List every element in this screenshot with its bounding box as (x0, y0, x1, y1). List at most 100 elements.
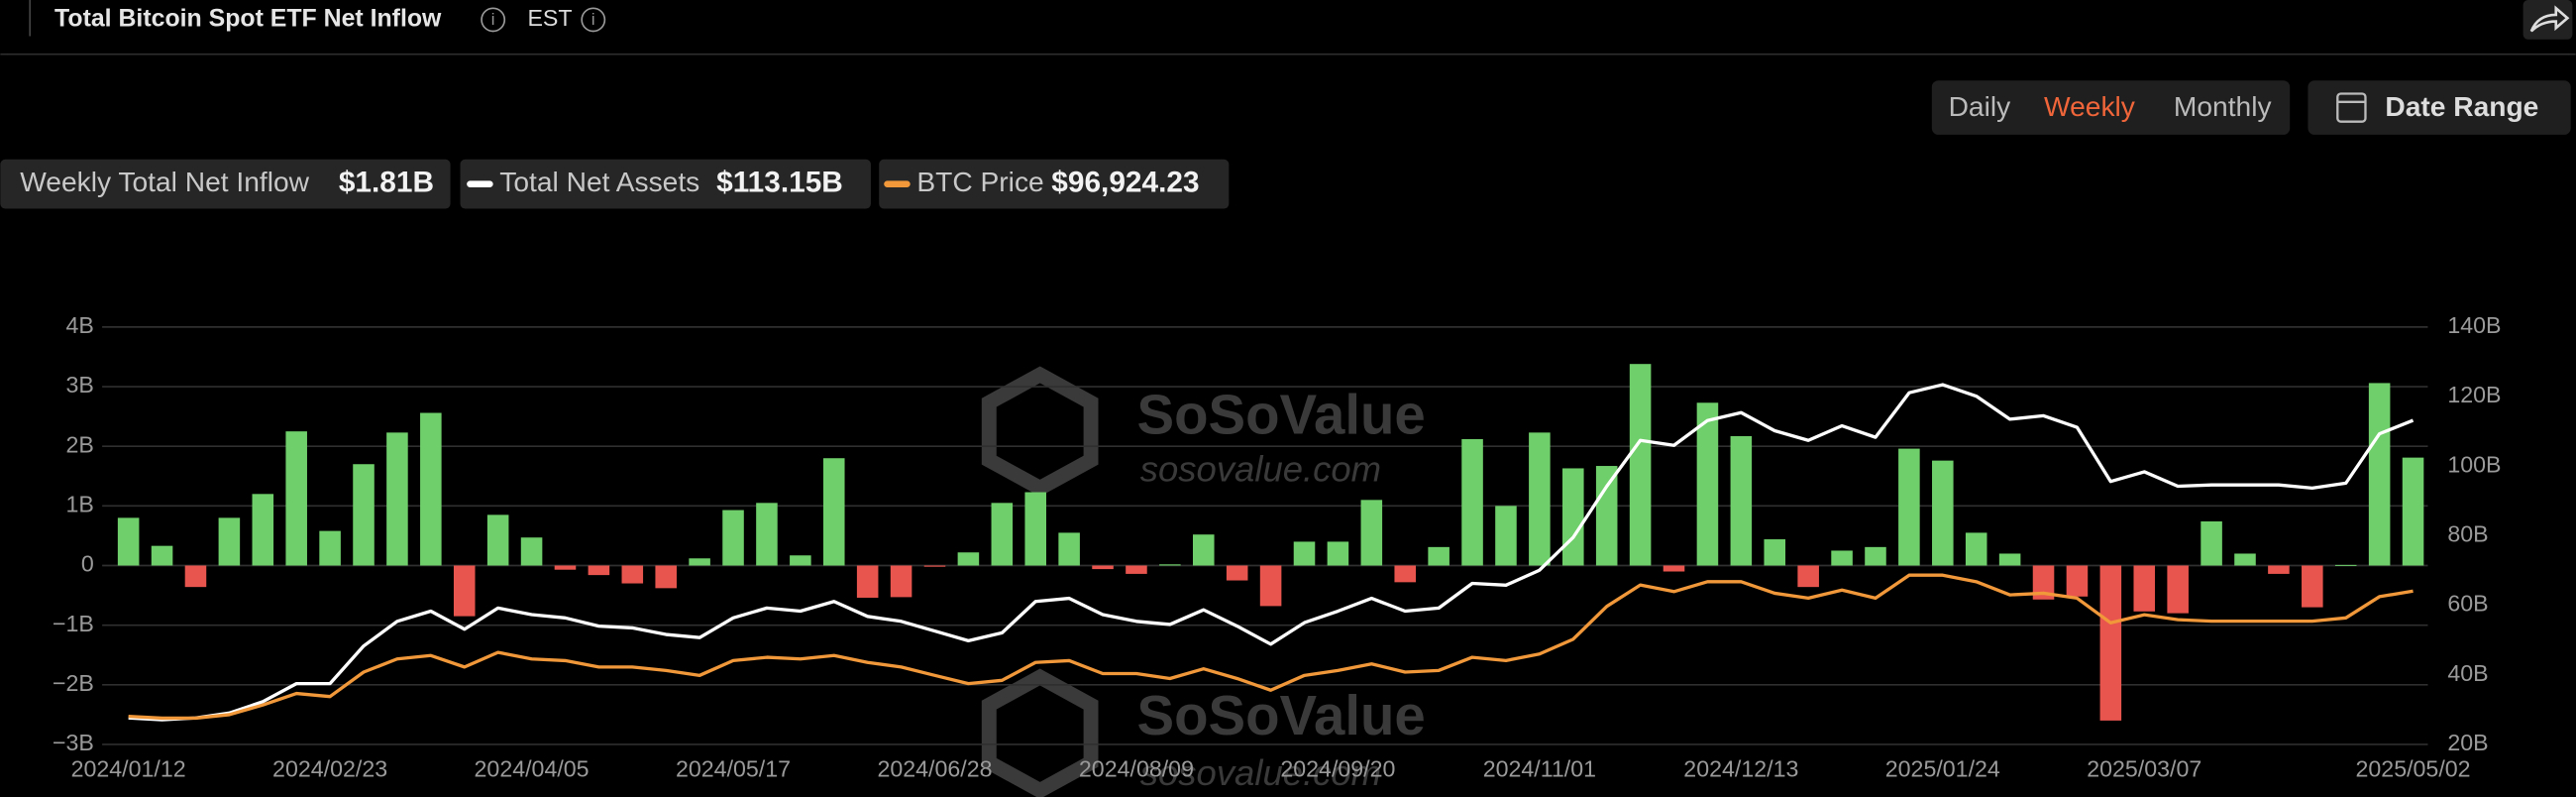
bar (1024, 492, 1046, 566)
bar (2200, 520, 2222, 566)
bar (890, 565, 912, 598)
y2-tick-label: 20B (2447, 730, 2488, 755)
interval-button[interactable]: Monthly (2174, 90, 2273, 122)
interval-button[interactable]: Daily (1949, 90, 2012, 122)
bar (1293, 541, 1316, 566)
bar (1730, 435, 1753, 566)
info-icon[interactable] (581, 7, 606, 33)
x-tick-label: 2024/04/05 (475, 756, 590, 782)
bar (1831, 550, 1853, 566)
x-tick-label: 2024/12/13 (1683, 756, 1798, 782)
bar (1529, 432, 1551, 566)
bar (1159, 564, 1181, 566)
info-icon[interactable] (481, 7, 506, 33)
bar (218, 517, 241, 566)
share-button[interactable] (2522, 0, 2573, 40)
info-glyph: i (491, 10, 495, 29)
bar (790, 555, 811, 566)
legend-label: BTC Price (916, 166, 1043, 197)
y2-tick-label: 60B (2447, 591, 2488, 617)
bar (2334, 564, 2357, 566)
y2-tick-label: 140B (2447, 312, 2501, 338)
interval-button[interactable]: Weekly (2044, 90, 2136, 122)
x-tick-label: 2024/02/23 (272, 756, 387, 782)
y-tick-label: 2B (65, 431, 93, 457)
x-tick-label: 2024/06/28 (877, 756, 992, 782)
bar (1192, 534, 1215, 566)
bar (1764, 539, 1786, 566)
bar (1327, 541, 1349, 566)
bar (2234, 553, 2256, 566)
bar (252, 494, 274, 566)
bar (2032, 565, 2055, 600)
bar (1797, 565, 1819, 588)
bar (1932, 460, 1954, 566)
interval-group (1931, 80, 2291, 135)
bar (2099, 565, 2122, 721)
bar (1461, 438, 1483, 566)
legend-chip (460, 159, 871, 209)
watermark-url: sosovalue.com (1140, 752, 1381, 793)
x-tick-label: 2025/03/07 (2087, 756, 2201, 782)
bar (2302, 565, 2323, 608)
legend-chip (879, 159, 1230, 209)
y-tick-label: 1B (65, 491, 93, 516)
bar (1428, 546, 1449, 566)
x-tick-label: 2024/05/17 (676, 756, 791, 782)
bar (1595, 466, 1618, 566)
bar (1965, 532, 1987, 566)
bar (1092, 565, 1114, 570)
legend-value: $1.81B (339, 167, 434, 199)
y-tick-label: 0 (81, 551, 94, 577)
legend-label: Weekly Total Net Inflow (20, 166, 309, 197)
bar (1865, 546, 1886, 566)
bar (756, 503, 778, 566)
x-tick-label: 2025/05/02 (2356, 756, 2471, 782)
y2-tick-label: 100B (2447, 451, 2501, 477)
bar (285, 431, 307, 566)
y-tick-label: 3B (65, 372, 93, 398)
y2-tick-label: 80B (2447, 521, 2488, 547)
bar (1126, 565, 1147, 574)
bar (184, 565, 207, 588)
timezone: EST (527, 5, 572, 31)
bar (1998, 553, 2021, 566)
bar (1898, 448, 1920, 566)
y2-tick-label: 40B (2447, 660, 2488, 686)
bar (2133, 565, 2156, 612)
bar (151, 545, 173, 566)
bar (1629, 364, 1652, 566)
bar (1058, 532, 1080, 566)
share-icon (2529, 5, 2570, 33)
watermark-brand: SoSoValue (1136, 684, 1425, 746)
bar (856, 565, 879, 598)
bar (453, 565, 476, 617)
bar (923, 565, 946, 567)
bar (1562, 468, 1584, 566)
bar (520, 537, 543, 566)
y-tick-label: −2B (53, 670, 94, 696)
bar (957, 552, 980, 566)
bar (2402, 457, 2424, 566)
info-glyph: i (591, 10, 595, 29)
bar (1495, 506, 1517, 566)
bar (420, 412, 442, 566)
bar (486, 514, 509, 566)
bar (621, 565, 644, 584)
watermark-brand: SoSoValue (1136, 384, 1425, 446)
bar (991, 503, 1014, 566)
bar (1259, 565, 1282, 607)
bar (2066, 565, 2089, 597)
bar (386, 432, 408, 566)
y-tick-label: 4B (65, 312, 93, 338)
bar (1360, 500, 1383, 566)
bar (1696, 402, 1719, 566)
calendar-icon (2336, 92, 2367, 123)
bar (2167, 565, 2189, 614)
bar (554, 565, 577, 570)
x-tick-label: 2024/09/20 (1280, 756, 1395, 782)
x-tick-label: 2024/11/01 (1483, 756, 1596, 782)
date-range-button[interactable] (2308, 80, 2571, 135)
